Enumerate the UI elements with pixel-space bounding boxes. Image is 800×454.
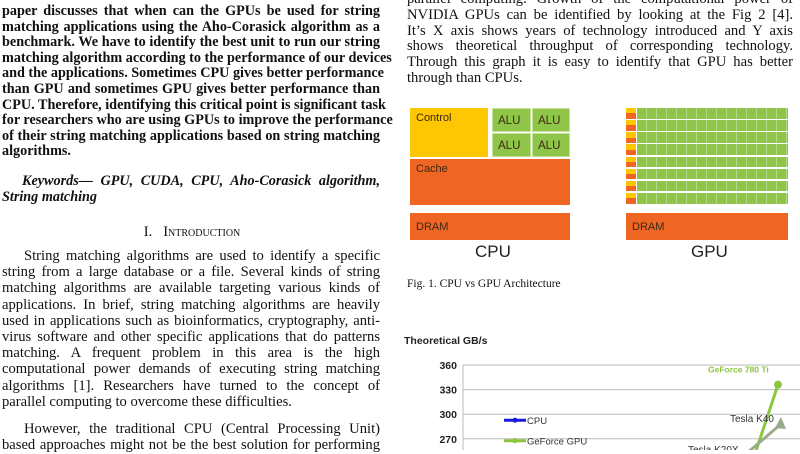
gpu-dram-block: DRAM [626, 213, 788, 240]
text-line: applications. In brief, string matching … [2, 296, 380, 313]
text-line: String matching [2, 188, 98, 205]
gpu-control-cell [626, 168, 636, 174]
gpu-control-cell [626, 132, 636, 138]
text-line: algorithms. [2, 143, 71, 160]
text-line: virus software and other specific applic… [2, 329, 380, 345]
y-axis-title: Theoretical GB/s [404, 335, 488, 347]
cpu-dram-block: DRAM [410, 213, 570, 240]
data-point [774, 380, 782, 389]
gpu-alu-cells [637, 156, 788, 168]
y-tick-label: 300 [439, 409, 457, 421]
gpu-alu-cells [637, 180, 788, 192]
cpu-alu-block: ALU [532, 108, 570, 132]
gpu-cache-cell [626, 149, 636, 155]
gpu-control-cell [626, 180, 636, 187]
text-line: of their string matching applications ba… [2, 127, 380, 144]
text-line: matching. A frequent problem in this are… [2, 345, 380, 362]
y-tick-label: 360 [439, 360, 457, 372]
legend-label: GeForce GPU [527, 437, 587, 448]
gpu-alu-cells [637, 132, 788, 143]
text-line: string from a large database or a file. … [2, 264, 380, 281]
text-line: matching algorithm according to the perf… [2, 49, 392, 66]
gpu-core-row [626, 180, 788, 192]
text-line: used in applications such as bioinformat… [2, 312, 380, 329]
legend-marker [512, 438, 518, 444]
cpu-control-block: Control [410, 108, 488, 157]
gpu-alu-cells [637, 144, 788, 155]
text-line: based approaches might not be the best s… [2, 437, 380, 454]
data-label: Tesla K40 [730, 414, 774, 425]
gpu-core-row [626, 108, 788, 119]
text-line: for researchers who are using GPUs to im… [2, 112, 393, 129]
data-point [775, 417, 786, 430]
legend-marker [512, 417, 518, 423]
text-line: NVIDIA GPUs can be identified by looking… [407, 6, 793, 23]
cpu-alu-block: ALU [532, 133, 570, 157]
gpu-alu-cells [637, 120, 788, 131]
gpu-core-row [626, 168, 788, 180]
gpu-core-row [626, 132, 788, 143]
cpu-label: CPU [475, 242, 511, 261]
section-heading: I. Introduction [143, 224, 241, 240]
data-label: Tesla K20X [688, 445, 739, 450]
y-tick-label: 270 [439, 434, 457, 446]
data-label: GeForce 780 Ti [708, 365, 769, 375]
cpu-alu-block: ALU [492, 133, 531, 157]
text-line: matching applications using the Aho-Cora… [2, 18, 380, 35]
gpu-cache-cell [626, 137, 636, 143]
text-line: through than CPUs. [407, 70, 523, 86]
gpu-cache-cell [626, 113, 636, 119]
gpu-core-row [626, 156, 788, 168]
gpu-alu-cells [637, 168, 788, 180]
gpu-control-cell [626, 156, 636, 162]
gpu-core-row [626, 144, 788, 155]
text-line: algorithms [1]. Researchers have turned … [2, 377, 380, 394]
text-line: computational power demands of executing… [2, 361, 380, 378]
gpu-control-cell [626, 192, 636, 199]
gpu-core-row [626, 120, 788, 131]
gpu-label: GPU [691, 242, 728, 261]
gpu-core-grid [626, 108, 788, 205]
gpu-cache-cell [626, 173, 636, 180]
text-line: benchmark. We have to identify the best … [2, 34, 380, 51]
cpu-cache-block: Cache [410, 159, 570, 205]
text-line: It’s X axis shows years of technology in… [407, 22, 793, 39]
y-tick-label: 330 [439, 385, 457, 397]
text-line: CPU. Therefore, identifying this critica… [2, 96, 386, 113]
text-line: and the applications. Sometimes CPU give… [2, 65, 384, 82]
cpu-alu-block: ALU [492, 108, 531, 132]
text-line: paper discusses that when can the GPUs b… [2, 3, 380, 19]
text-line: However, the traditional CPU (Central Pr… [24, 421, 380, 437]
gpu-cache-cell [626, 125, 636, 131]
gpu-core-row [626, 192, 788, 204]
gpu-control-cell [626, 144, 636, 150]
gpu-cache-cell [626, 186, 636, 192]
text-line: Keywords— GPU, CUDA, CPU, Aho-Corasick a… [22, 173, 380, 189]
gpu-control-cell [626, 108, 636, 114]
tesla-series-line [748, 422, 782, 450]
figure-1-caption: Fig. 1. CPU vs GPU Architecture [407, 278, 561, 290]
text-line: than GPU and sometimes GPU gives better … [2, 81, 380, 97]
gpu-cache-cell [626, 198, 636, 204]
gpu-control-cell [626, 120, 636, 126]
legend-label: CPU [527, 416, 547, 427]
text-line: parallel computing. Growth of the comput… [407, 0, 793, 8]
throughput-chart: Theoretical GB/s 360 330 300 270 CPU GeForce G… [404, 335, 800, 450]
text-line: Through this graph it is easy to identif… [407, 54, 793, 71]
text-line: shows theoretical throughput of correspo… [407, 38, 793, 55]
text-line: parallel computing to overcome these dif… [2, 393, 292, 410]
gpu-alu-cells [637, 108, 788, 119]
text-line: matching algorithms are available target… [2, 280, 380, 297]
gpu-cache-cell [626, 161, 636, 168]
gpu-alu-cells [637, 192, 788, 204]
text-line: String matching algorithms are used to i… [24, 248, 380, 264]
